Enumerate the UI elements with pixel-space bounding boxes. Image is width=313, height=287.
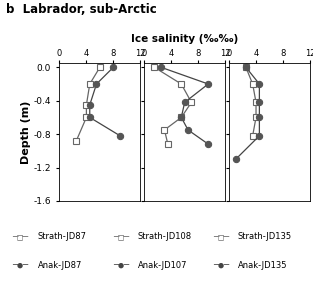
Text: Strath-JD135: Strath-JD135 xyxy=(238,232,292,241)
Text: b  Labrador, sub-Arctic: b Labrador, sub-Arctic xyxy=(6,3,157,16)
Text: ─□─: ─□─ xyxy=(213,232,229,241)
Text: ─●─: ─●─ xyxy=(113,261,129,270)
Y-axis label: Depth (m): Depth (m) xyxy=(21,100,31,164)
Text: Strath-JD108: Strath-JD108 xyxy=(138,232,192,241)
Text: ─●─: ─●─ xyxy=(13,261,29,270)
Text: Strath-JD87: Strath-JD87 xyxy=(38,232,87,241)
Text: Anak-JD107: Anak-JD107 xyxy=(138,261,187,270)
Text: Ice salinity (‰‰): Ice salinity (‰‰) xyxy=(131,34,238,44)
Text: ─□─: ─□─ xyxy=(113,232,129,241)
Text: Anak-JD87: Anak-JD87 xyxy=(38,261,82,270)
Text: ─●─: ─●─ xyxy=(213,261,229,270)
Text: ─□─: ─□─ xyxy=(13,232,29,241)
Text: Anak-JD135: Anak-JD135 xyxy=(238,261,287,270)
